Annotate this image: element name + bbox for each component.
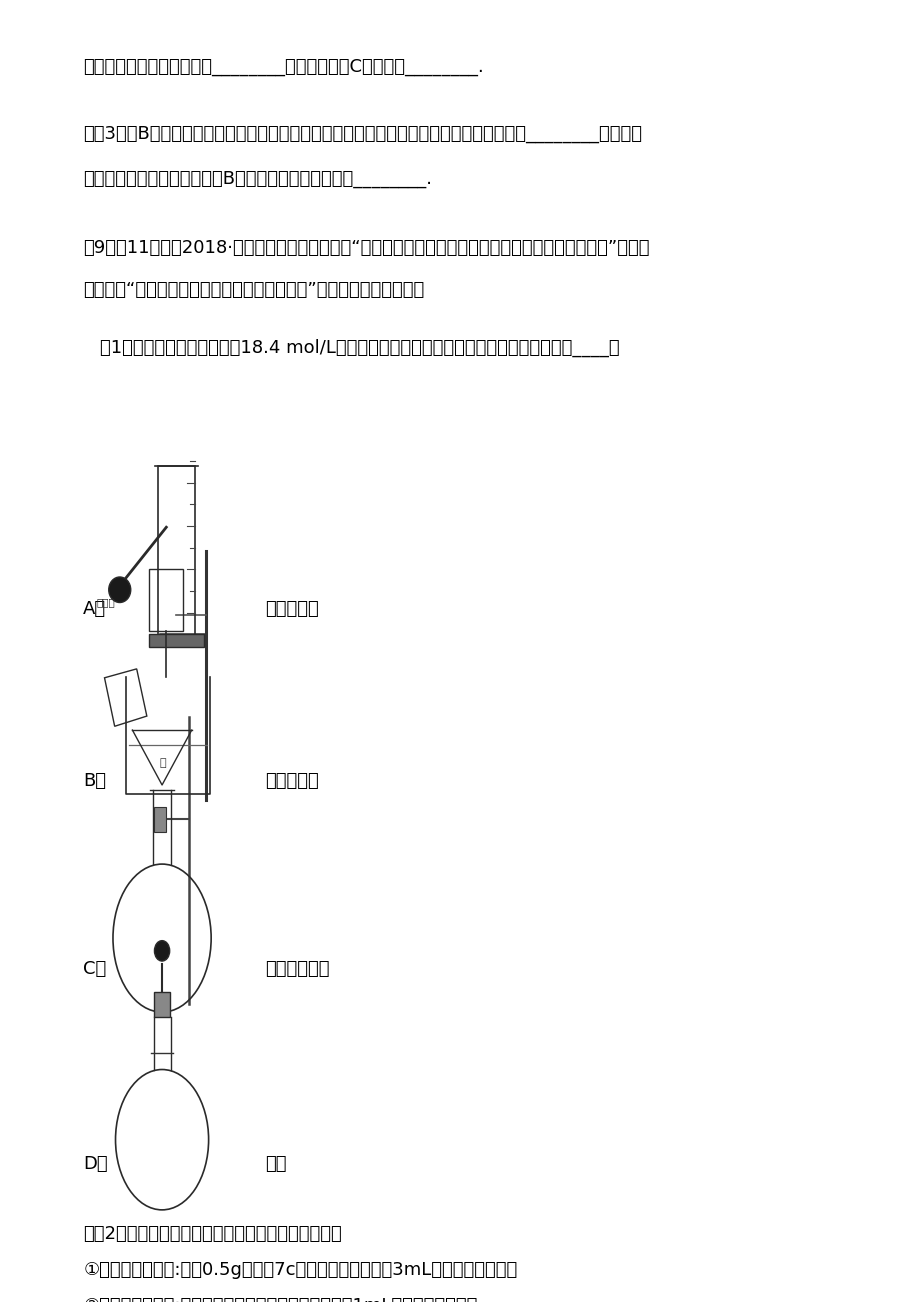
Text: 定容: 定容 <box>265 1155 287 1173</box>
Text: （1）配制不同浓度的硫酸用18.4 mol/L的浓硫酸配制不同浓度的硫酸。下列操作正确的是____。: （1）配制不同浓度的硫酸用18.4 mol/L的浓硫酸配制不同浓度的硫酸。下列操… <box>100 339 619 357</box>
Text: C．: C． <box>84 960 107 978</box>
Text: 稀释浓硫酸: 稀释浓硫酸 <box>265 772 319 790</box>
Text: 量取浓硫酸: 量取浓硫酸 <box>265 600 319 618</box>
Ellipse shape <box>154 940 169 961</box>
Bar <box>154 992 169 1017</box>
Text: 试写出此反应的化学方程式________；实验室检验C的方法为________.: 试写出此反应的化学方程式________；实验室检验C的方法为________. <box>84 57 483 76</box>
Bar <box>149 569 183 630</box>
Text: 转移入容量瓶: 转移入容量瓶 <box>265 960 330 978</box>
Bar <box>149 634 203 647</box>
Text: 习小组对“具有该四个特性的浓硫酸的浓度范围”进行了以下实验探究。: 习小组对“具有该四个特性的浓硫酸的浓度范围”进行了以下实验探究。 <box>84 281 425 299</box>
Text: 水: 水 <box>159 758 166 768</box>
Text: ①浓硫酸的吸水性:各取0.5g胆矾顐7c于试管中，分别加八3mL不同浓度的硫酸。: ①浓硫酸的吸水性:各取0.5g胆矾顐7c于试管中，分别加八3mL不同浓度的硫酸。 <box>84 1260 517 1279</box>
Text: （3）若B是黄绿色有毒气体，上述关系经常用于实验室尾气处理，则反应的离子方程式为________，若用湿: （3）若B是黄绿色有毒气体，上述关系经常用于实验室尾气处理，则反应的离子方程式为… <box>84 125 641 143</box>
Bar <box>158 466 195 638</box>
Text: 浓硫酸: 浓硫酸 <box>96 598 115 607</box>
Text: B．: B． <box>84 772 107 790</box>
Text: 润的淠粉碰化钒试纸靠近盛满B的试管口，看到的现象为________.: 润的淠粉碰化钒试纸靠近盛满B的试管口，看到的现象为________. <box>84 171 432 187</box>
Text: 9．（11分）（2018·郑州模拟）中学教材显示“浓硫酸具有吸水性、脱水性、强氧化性，能使鐵顿化”。某学: 9．（11分）（2018·郑州模拟）中学教材显示“浓硫酸具有吸水性、脱水性、强氧… <box>84 238 649 256</box>
Ellipse shape <box>108 577 130 603</box>
Text: （2）浓硫酸的吸水性、脱水性、纯化与浓度的关系: （2）浓硫酸的吸水性、脱水性、纯化与浓度的关系 <box>84 1225 342 1243</box>
Text: ②浓硫酸的脱水性:各取一根木柴棒于试臂中，分别加八1mL不同浓度的硫酸。: ②浓硫酸的脱水性:各取一根木柴棒于试臂中，分别加八1mL不同浓度的硫酸。 <box>84 1297 477 1302</box>
Text: A．: A． <box>84 600 107 618</box>
Bar <box>153 807 166 832</box>
Text: D．: D． <box>84 1155 108 1173</box>
